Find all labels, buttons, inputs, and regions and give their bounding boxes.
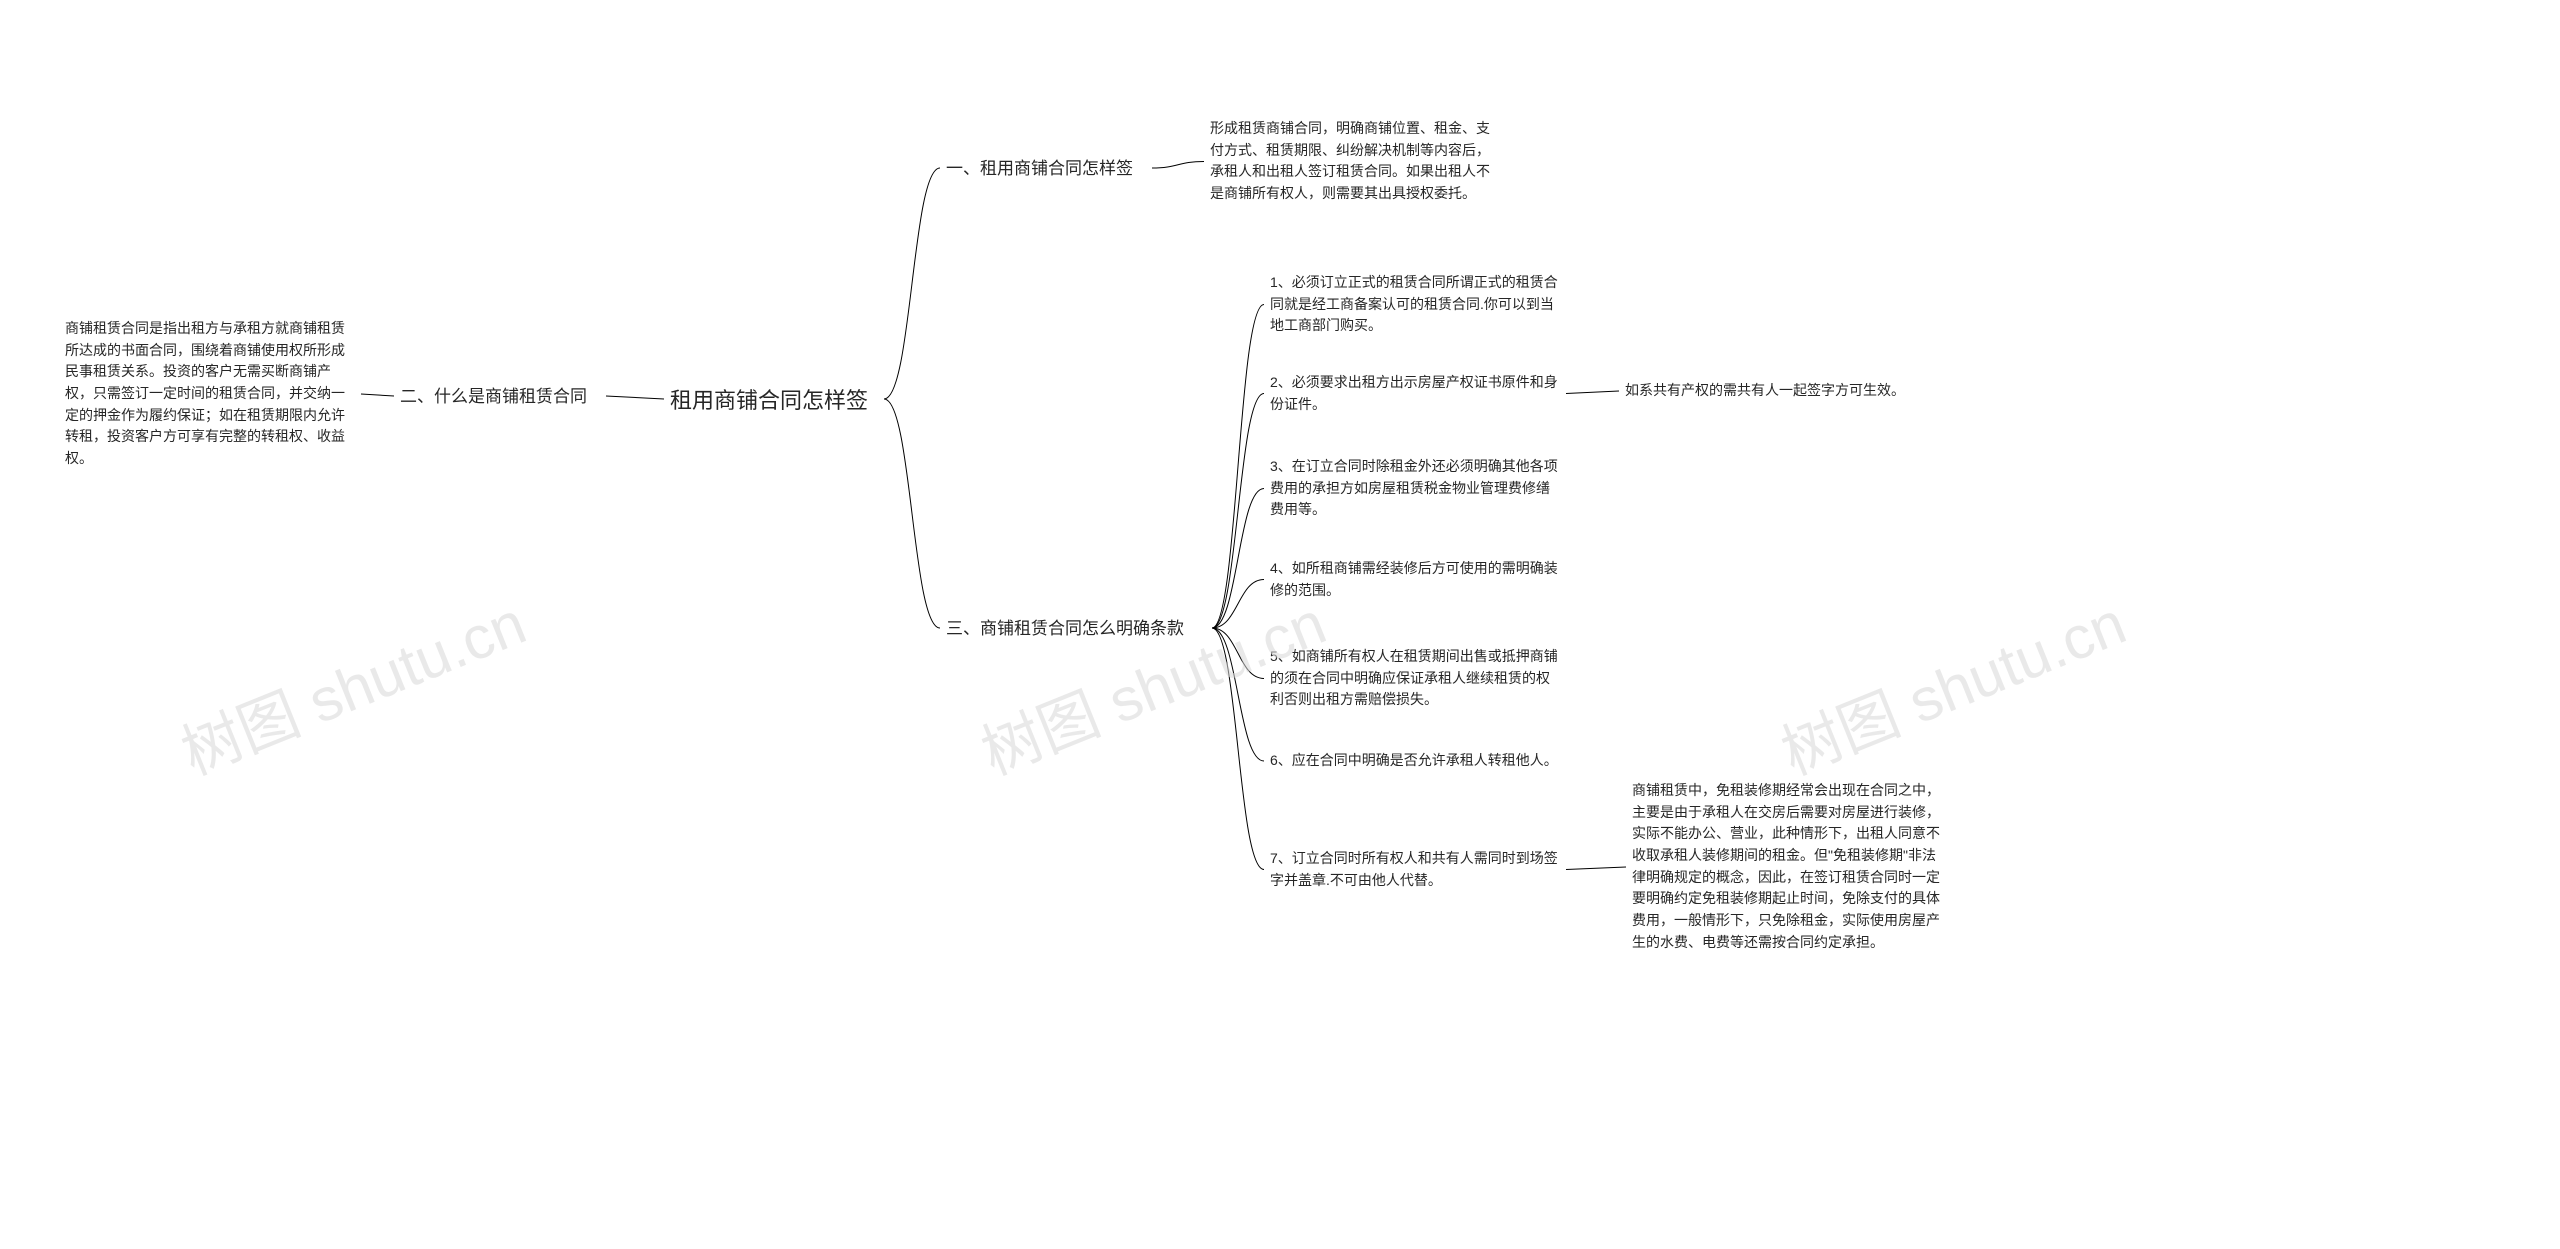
root-node: 租用商铺合同怎样签	[670, 384, 880, 418]
leaf-b3c3: 3、在订立合同时除租金外还必须明确其他各项费用的承担方如房屋租赁税金物业管理费修…	[1270, 456, 1560, 521]
leaf-b1c1: 形成租赁商铺合同，明确商铺位置、租金、支付方式、租赁期限、纠纷解决机制等内容后，…	[1210, 118, 1500, 205]
leaf-b3c4: 4、如所租商铺需经装修后方可使用的需明确装修的范围。	[1270, 558, 1560, 601]
leaf-b2c1: 商铺租赁合同是指出租方与承租方就商铺租赁所达成的书面合同，围绕着商铺使用权所形成…	[65, 318, 355, 470]
leaf-b3c6: 6、应在合同中明确是否允许承租人转租他人。	[1270, 750, 1560, 772]
leaf-b3c1: 1、必须订立正式的租赁合同所谓正式的租赁合同就是经工商备案认可的租赁合同.你可以…	[1270, 272, 1560, 337]
branch-b1: 一、租用商铺合同怎样签	[946, 156, 1146, 182]
branch-b2: 二、什么是商铺租赁合同	[400, 384, 600, 410]
branch-b3: 三、商铺租赁合同怎么明确条款	[946, 616, 1206, 642]
leaf-b3c7a: 商铺租赁中，免租装修期经常会出现在合同之中，主要是由于承租人在交房后需要对房屋进…	[1632, 780, 1942, 954]
watermark-0: 树图 shutu.cn	[167, 575, 537, 792]
watermark-2: 树图 shutu.cn	[1767, 575, 2137, 792]
leaf-b3c2: 2、必须要求出租方出示房屋产权证书原件和身份证件。	[1270, 372, 1560, 415]
leaf-b3c5: 5、如商铺所有权人在租赁期间出售或抵押商铺的须在合同中明确应保证承租人继续租赁的…	[1270, 646, 1560, 711]
leaf-b3c7: 7、订立合同时所有权人和共有人需同时到场签字并盖章.不可由他人代替。	[1270, 848, 1560, 891]
leaf-b3c2a: 如系共有产权的需共有人一起签字方可生效。	[1625, 380, 1935, 402]
